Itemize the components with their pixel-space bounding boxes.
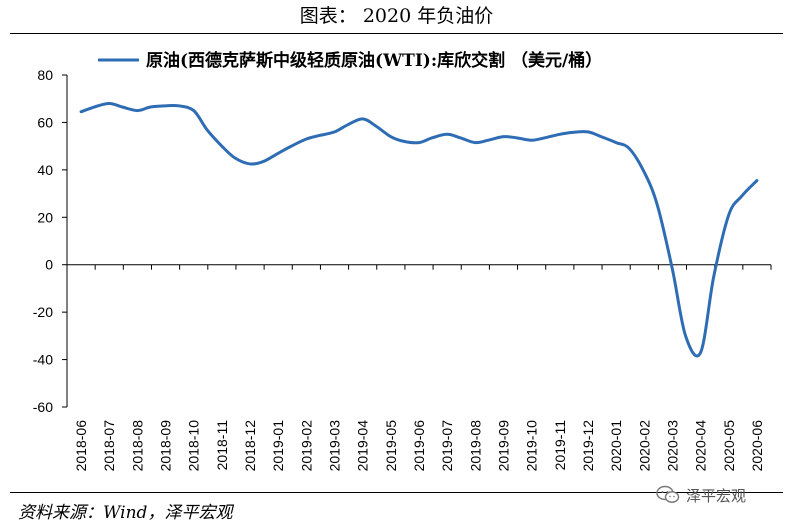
x-tick-label: 2020-01 bbox=[608, 420, 624, 472]
x-tick-label: 2019-11 bbox=[552, 420, 568, 471]
x-tick-label: 2018-11 bbox=[214, 420, 230, 471]
x-tick-label: 2020-05 bbox=[721, 420, 737, 472]
watermark-text: 泽平宏观 bbox=[686, 486, 747, 505]
x-tick-label: 2019-03 bbox=[327, 420, 343, 472]
x-tick-label: 2018-07 bbox=[101, 420, 117, 472]
y-tick-label: -60 bbox=[33, 399, 53, 415]
y-tick-label: 40 bbox=[37, 162, 53, 178]
x-tick-label: 2019-09 bbox=[495, 420, 511, 472]
x-tick-label: 2020-03 bbox=[664, 420, 680, 472]
x-tick-label: 2018-08 bbox=[129, 420, 145, 472]
x-tick-label: 2020-04 bbox=[693, 420, 709, 472]
page-title: 图表： 2020 年负油价 bbox=[299, 5, 494, 27]
x-tick-label: 2019-07 bbox=[439, 420, 455, 472]
x-tick-label: 2018-09 bbox=[158, 420, 174, 472]
x-tick-label: 2019-12 bbox=[580, 420, 596, 472]
y-tick-label: 80 bbox=[37, 67, 53, 83]
legend-label: 原油(西德克萨斯中级轻质原油(WTI):库欣交割 （美元/桶） bbox=[146, 50, 602, 71]
x-tick-label: 2020-06 bbox=[749, 420, 765, 472]
y-axis-ticks: 80 60 40 20 0 -20 -40 -60 bbox=[33, 67, 67, 415]
legend: 原油(西德克萨斯中级轻质原油(WTI):库欣交割 （美元/桶） bbox=[98, 50, 602, 71]
y-tick-label: 0 bbox=[45, 257, 53, 273]
title-divider bbox=[10, 33, 783, 34]
series-line-wti bbox=[79, 101, 759, 358]
x-tick-label: 2019-04 bbox=[355, 420, 371, 472]
x-tick-label: 2020-02 bbox=[636, 420, 652, 472]
x-tick-label: 2019-06 bbox=[411, 420, 427, 472]
x-tick-label: 2018-12 bbox=[242, 420, 258, 472]
axes bbox=[66, 75, 771, 407]
line-chart: 原油(西德克萨斯中级轻质原油(WTI):库欣交割 （美元/桶） 80 60 40 20… bbox=[33, 50, 772, 472]
x-tick-label: 2018-10 bbox=[186, 420, 202, 472]
y-tick-label: 60 bbox=[37, 114, 53, 130]
y-tick-label: -40 bbox=[33, 352, 53, 368]
x-tick-label: 2019-02 bbox=[298, 420, 314, 472]
x-tick-label: 2019-08 bbox=[467, 420, 483, 472]
x-tick-label: 2018-06 bbox=[73, 420, 89, 472]
wechat-icon bbox=[656, 485, 680, 503]
source-divider bbox=[10, 492, 783, 493]
y-tick-label: 20 bbox=[37, 209, 53, 225]
x-tick-label: 2019-01 bbox=[270, 420, 286, 472]
x-axis-ticks: 2018-06 2018-07 2018-08 2018-09 2018-10 2018-… bbox=[66, 264, 772, 472]
source-note: 资料来源：Wind，泽平宏观 bbox=[18, 503, 233, 523]
y-tick-label: -20 bbox=[33, 304, 53, 320]
x-tick-label: 2019-05 bbox=[383, 420, 399, 472]
x-tick-label: 2019-10 bbox=[524, 420, 540, 472]
watermark: 泽平宏观 bbox=[656, 482, 746, 508]
